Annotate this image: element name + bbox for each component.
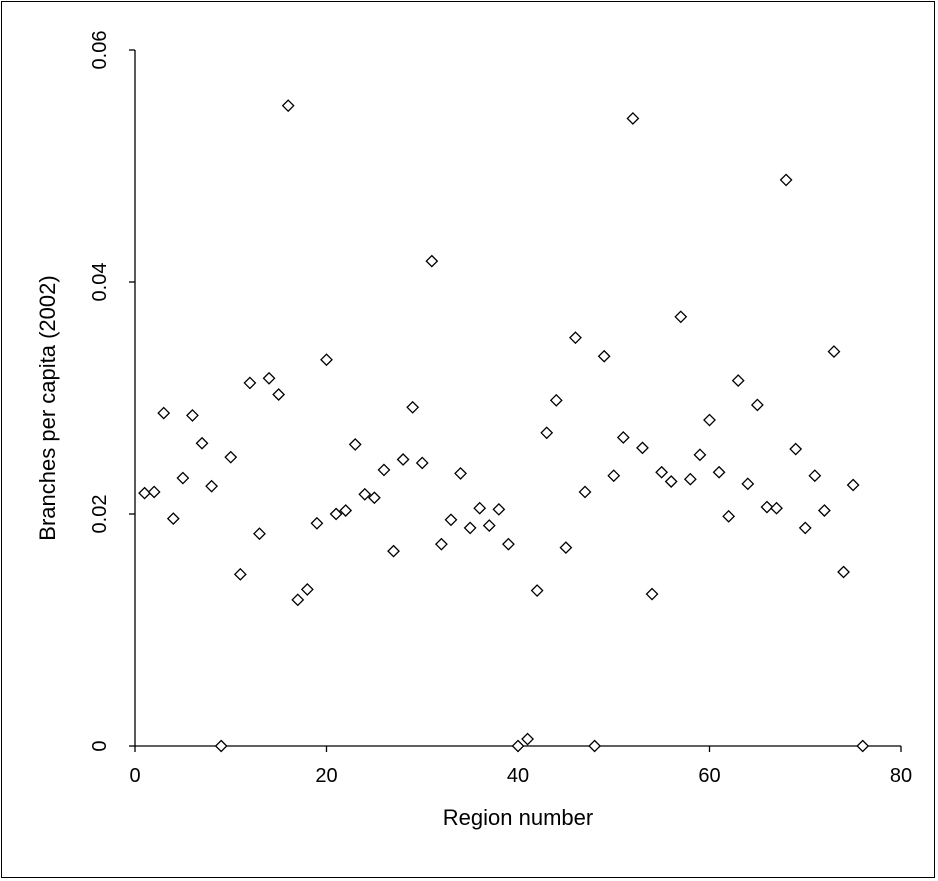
data-point: [502, 537, 515, 551]
data-point: [837, 565, 850, 579]
data-point: [473, 501, 487, 515]
x-tick-label: 60: [698, 765, 720, 787]
data-point: [253, 527, 266, 541]
data-point: [741, 477, 755, 491]
data-point: [511, 739, 525, 753]
data-point: [224, 450, 238, 464]
data-point: [348, 437, 362, 451]
data-point: [559, 541, 573, 555]
data-point: [616, 431, 630, 444]
y-tick-label: 0.06: [89, 31, 111, 70]
y-axis-ticks: 0 0.02 0.04 0.06: [89, 31, 135, 752]
data-point: [703, 413, 716, 427]
data-point: [597, 349, 611, 363]
y-tick-label: 0.04: [89, 263, 111, 302]
data-points: [138, 99, 870, 753]
x-tick-label: 0: [129, 765, 140, 787]
data-point: [482, 519, 496, 533]
data-point: [262, 371, 276, 385]
data-point: [549, 393, 563, 407]
data-point: [569, 331, 582, 345]
data-point: [396, 453, 410, 466]
data-point: [463, 521, 477, 535]
data-point: [588, 739, 602, 753]
data-point: [607, 469, 621, 483]
data-point: [683, 472, 697, 486]
data-point: [367, 491, 381, 505]
data-point: [770, 501, 783, 515]
data-point: [387, 544, 400, 558]
data-point: [300, 582, 314, 596]
data-point: [205, 479, 219, 493]
x-tick-label: 80: [890, 765, 912, 787]
data-point: [138, 486, 151, 500]
data-point: [425, 254, 439, 268]
data-point: [339, 504, 353, 517]
data-point: [808, 469, 822, 483]
data-point: [176, 471, 190, 485]
data-point: [578, 485, 592, 499]
data-point: [358, 487, 372, 501]
data-point: [320, 353, 333, 367]
data-point: [540, 426, 554, 440]
data-point: [789, 442, 803, 456]
data-point: [454, 466, 467, 480]
data-point: [693, 448, 707, 462]
data-point: [157, 406, 171, 420]
data-point: [626, 112, 640, 125]
data-point: [291, 593, 305, 607]
data-point: [492, 502, 506, 516]
x-axis-title: Region number: [443, 805, 593, 830]
data-point: [645, 587, 659, 601]
data-point: [798, 521, 812, 535]
data-point: [195, 436, 209, 450]
data-point: [664, 475, 678, 488]
data-point: [750, 398, 764, 412]
data-point: [233, 567, 247, 581]
data-point: [712, 465, 726, 479]
data-point: [856, 739, 870, 753]
data-point: [779, 173, 793, 187]
data-point: [214, 739, 228, 753]
y-tick-label: 0.02: [89, 495, 111, 534]
data-point: [281, 99, 295, 113]
data-point: [415, 456, 429, 470]
x-axis-ticks: 0 20 40 60 80: [129, 746, 912, 787]
x-tick-label: 20: [315, 765, 337, 787]
data-point: [166, 512, 180, 526]
data-point: [636, 441, 649, 455]
data-point: [147, 485, 161, 499]
data-point: [674, 310, 688, 324]
data-point: [406, 400, 420, 414]
data-point: [434, 537, 448, 551]
data-point: [817, 504, 831, 517]
y-axis-title: Branches per capita (2002): [35, 275, 60, 540]
y-tick-label: 0: [89, 740, 111, 751]
data-point: [655, 465, 669, 479]
data-point: [310, 516, 324, 530]
data-point: [846, 478, 860, 492]
data-point: [731, 374, 745, 388]
data-point: [243, 376, 257, 390]
data-point: [827, 345, 841, 359]
data-point: [186, 408, 199, 422]
data-point: [722, 509, 736, 523]
data-point: [521, 732, 534, 746]
data-point: [272, 388, 286, 401]
data-point: [760, 500, 774, 514]
data-point: [377, 463, 391, 477]
data-point: [444, 513, 458, 527]
data-point: [530, 584, 544, 597]
data-point: [329, 507, 343, 521]
x-tick-label: 40: [507, 765, 529, 787]
